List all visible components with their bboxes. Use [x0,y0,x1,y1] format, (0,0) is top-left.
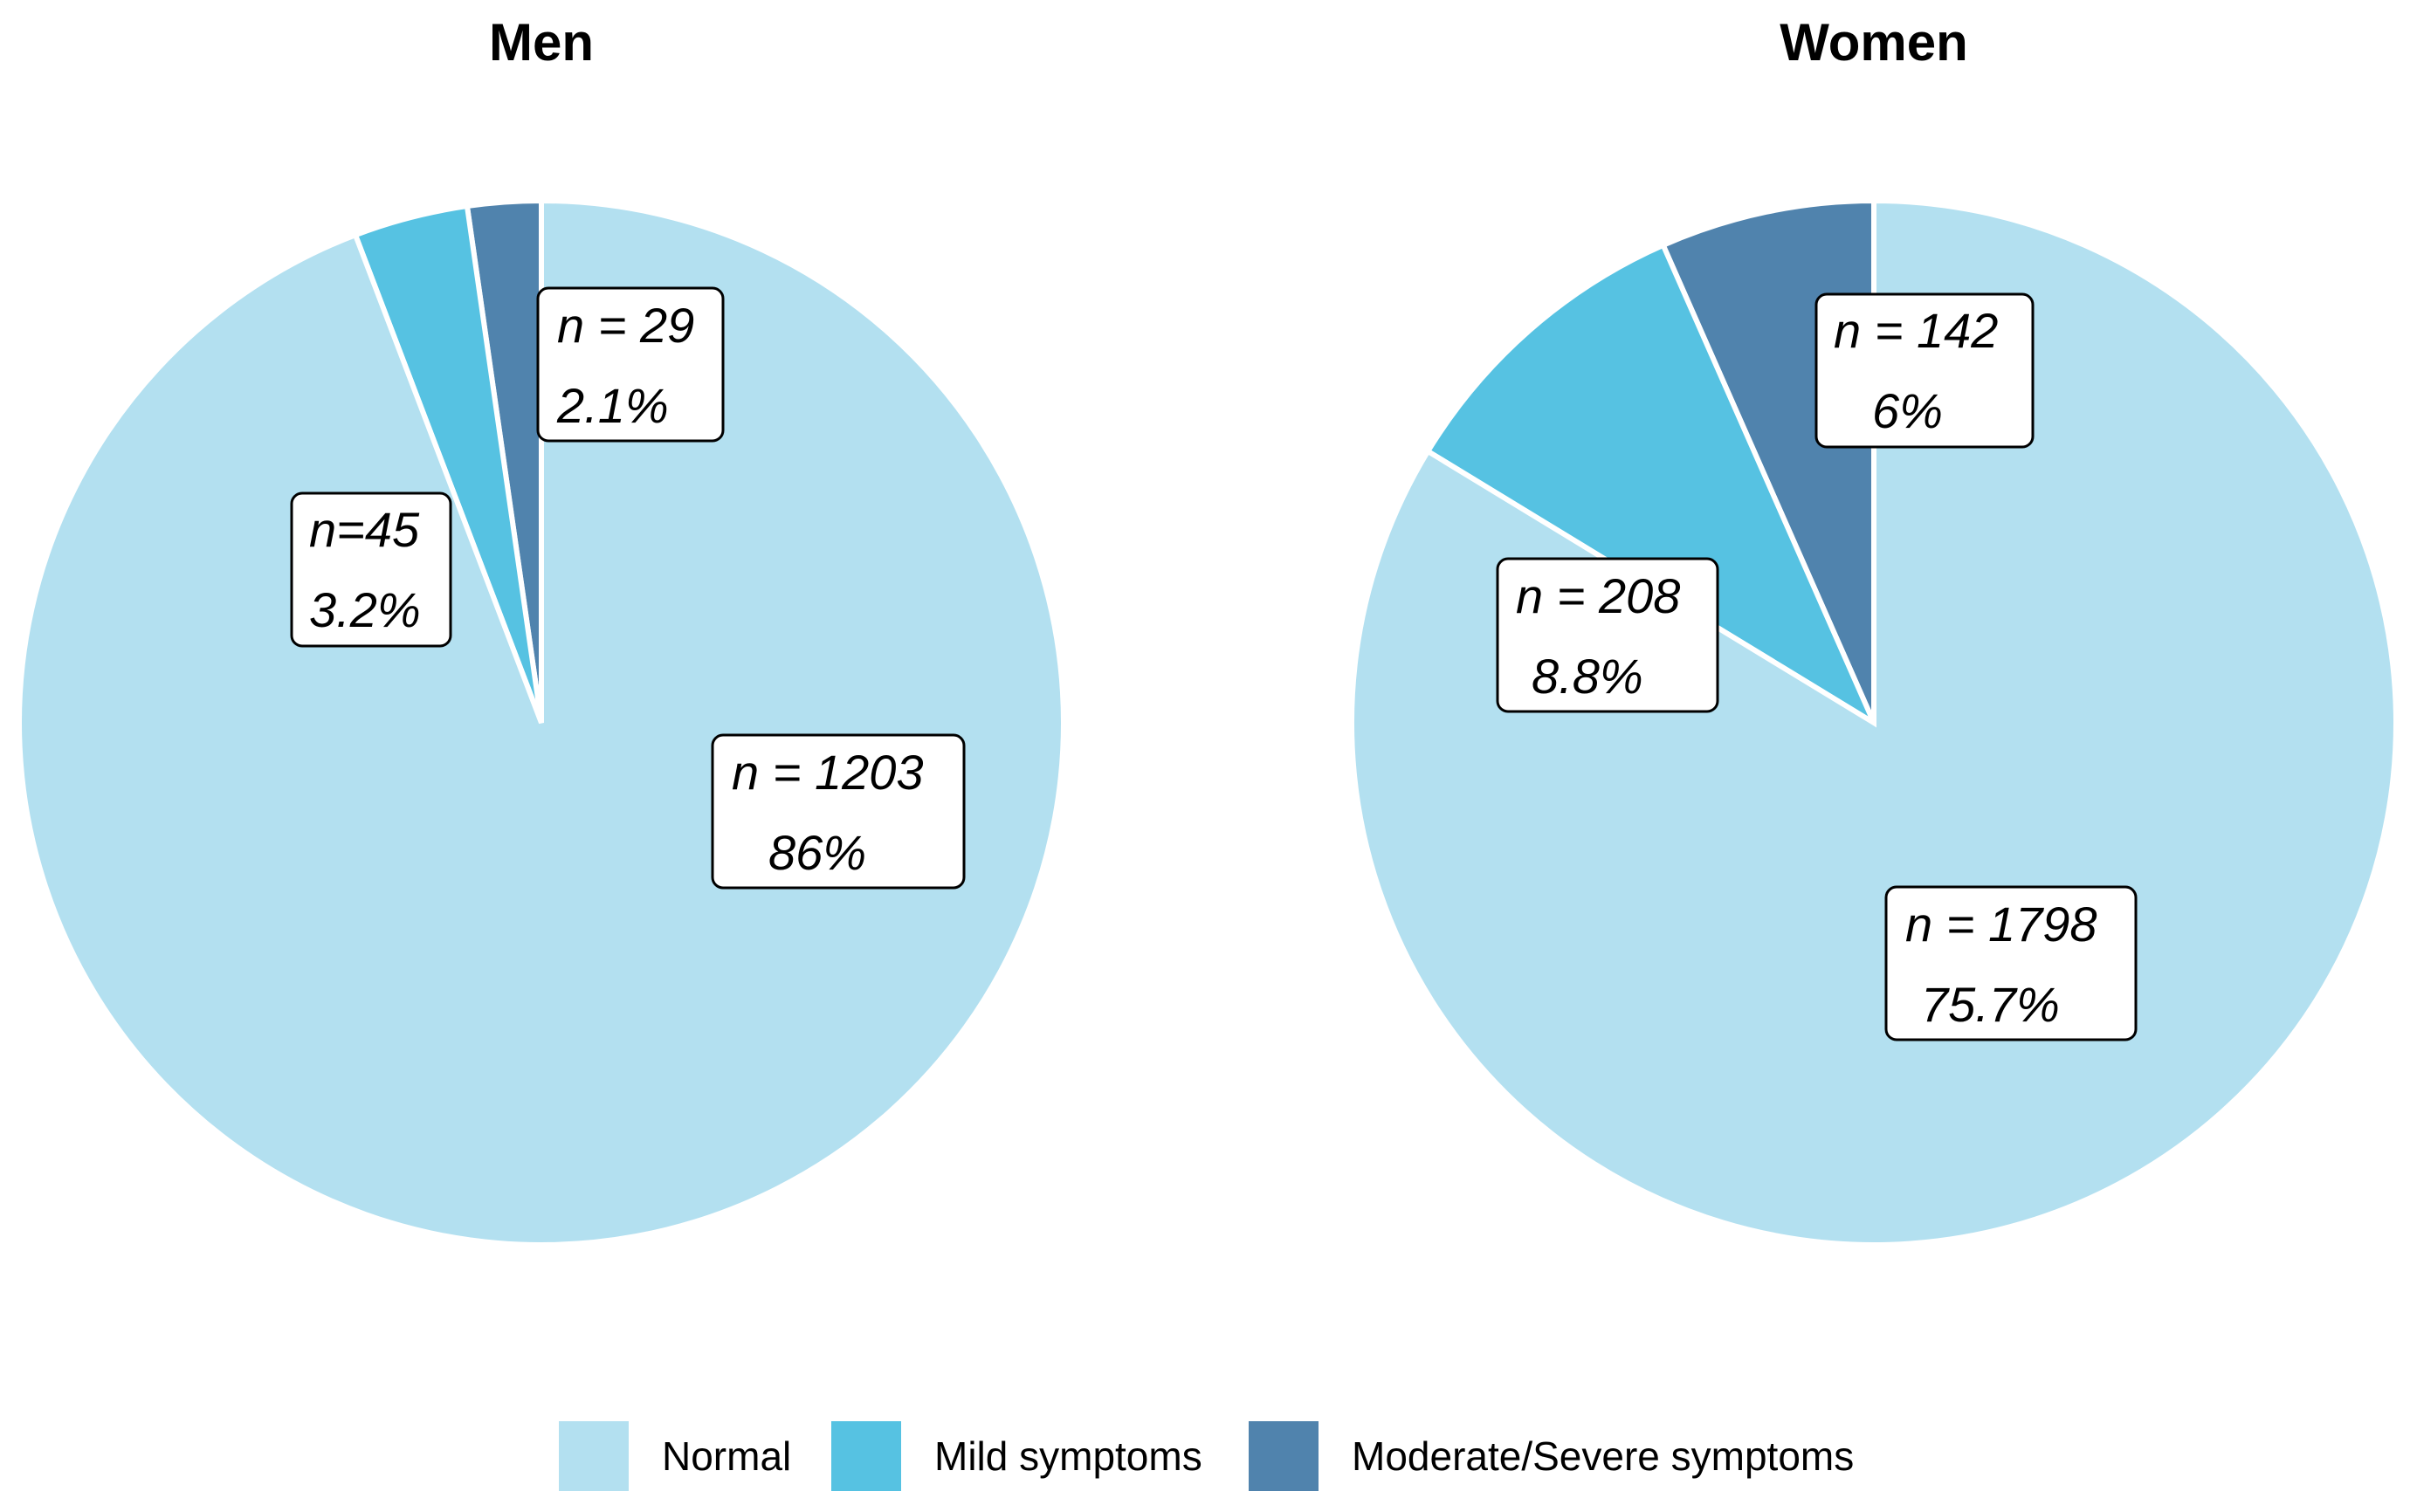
women-label-moderate-severe: n = 142 6% [1814,292,2035,449]
women-label-mild-n: n = 208 [1516,568,1680,623]
women-label-normal-n: n = 1798 [1905,897,2097,952]
legend-swatch-mild [831,1421,901,1491]
legend-swatch-moderate-severe [1249,1421,1319,1491]
men-label-moderate-severe-box [536,286,725,443]
women-label-mild: n = 208 8.8% [1496,557,1719,713]
women-label-moderate-severe-n: n = 142 [1834,303,1998,358]
legend-label-moderate-severe: Moderate/Severe symptoms [1352,1433,1854,1479]
men-label-normal: n = 1203 86% [711,733,966,890]
men-label-moderate-severe: n = 29 2.1% [536,286,725,443]
men-label-moderate-severe-n: n = 29 [557,298,694,353]
legend-label-mild: Mild symptoms [934,1433,1202,1479]
women-label-normal-percent: 75.7% [1921,977,2060,1032]
women-title: Women [1780,13,1968,72]
women-slice-mild-symptoms [1424,241,1880,730]
men-slice-normal [17,197,1066,1247]
legend-label-normal: Normal [662,1433,791,1479]
men-label-mild-percent: 3.2% [309,582,421,637]
men-label-normal-percent: 86% [768,825,866,880]
men-label-mild: n=45 3.2% [290,491,452,648]
men-pie-chart: Men n = 29 2.1% n=45 3.2% n = 1203 86% [17,13,1066,1247]
women-label-moderate-severe-box [1814,292,2035,449]
men-label-normal-box [711,733,966,890]
women-label-normal-box [1884,885,2138,1041]
men-label-mild-box [290,491,452,648]
men-label-mild-n: n=45 [309,502,420,557]
women-label-normal: n = 1798 75.7% [1884,885,2138,1041]
women-pie-chart: Women n = 142 6% n = 208 8.8% n = 1798 7… [1348,13,2399,1247]
women-label-mild-box [1496,557,1719,713]
legend: Normal Mild symptoms Moderate/Severe sym… [559,1421,1854,1491]
men-label-moderate-severe-percent: 2.1% [556,378,669,433]
men-label-normal-n: n = 1203 [732,745,924,800]
women-label-mild-percent: 8.8% [1532,649,1643,704]
women-label-moderate-severe-percent: 6% [1872,383,1943,438]
legend-swatch-normal [559,1421,629,1491]
men-title: Men [489,13,594,72]
men-slices [17,197,1066,1247]
